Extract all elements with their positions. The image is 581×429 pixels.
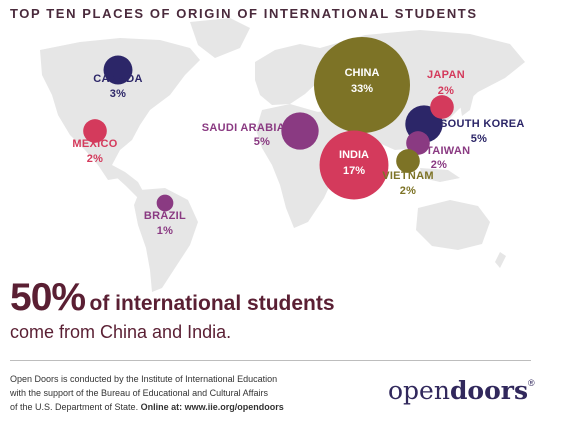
logo-registered-mark: ® — [528, 378, 535, 388]
label-value-mexico: 2% — [87, 153, 104, 165]
logo-doors: doors — [449, 376, 529, 405]
bubble-layer — [83, 37, 454, 212]
label-value-vietnam: 2% — [400, 185, 417, 197]
label-value-japan: 2% — [438, 85, 455, 97]
label-name-japan: JAPAN — [427, 69, 465, 81]
world-bubble-map: CHINA 33% INDIA 17% SOUTH KOREA 5% SAUDI ARABI… — [40, 18, 525, 292]
bubble-china — [314, 37, 410, 133]
label-name-taiwan: TAIWAN — [426, 145, 470, 157]
bubble-saudi-arabia — [281, 112, 319, 150]
label-value-saudi-arabia: 5% — [254, 136, 271, 148]
bubble-taiwan — [406, 131, 430, 155]
credit-line-3: of the U.S. Department of State. — [10, 402, 139, 412]
subline: come from China and India. — [10, 322, 232, 342]
headline: 50% of international students — [10, 276, 335, 320]
headline-text: of international students — [89, 292, 335, 315]
label-name-india: INDIA — [339, 149, 369, 161]
credit-line-2: with the support of the Bureau of Educat… — [10, 388, 268, 398]
credit-text: Open Doors is conducted by the Institute… — [10, 372, 340, 414]
label-name-saudi-arabia: SAUDI ARABIA — [202, 122, 285, 134]
logo-open: open — [388, 376, 450, 405]
label-value-brazil: 1% — [157, 225, 174, 237]
bubble-brazil — [156, 194, 174, 212]
label-value-canada: 3% — [110, 88, 127, 100]
credit-line-1: Open Doors is conducted by the Institute… — [10, 374, 278, 384]
label-value-china: 33% — [351, 83, 373, 95]
label-value-india: 17% — [343, 165, 365, 177]
bubble-japan — [430, 95, 454, 119]
opendoors-logo: opendoors® — [388, 376, 535, 405]
label-value-south-korea: 5% — [471, 133, 488, 145]
bubble-vietnam — [396, 149, 420, 173]
label-name-canada: CANADA — [93, 73, 142, 85]
label-name-vietnam: VIETNAM — [382, 170, 434, 182]
chart-title: TOP TEN PLACES OF ORIGIN OF INTERNATIONA… — [10, 6, 478, 21]
label-name-china: CHINA — [345, 67, 380, 79]
divider — [10, 360, 531, 361]
label-layer: CHINA 33% INDIA 17% SOUTH KOREA 5% SAUDI ARABI… — [72, 67, 524, 237]
bubble-canada — [103, 55, 133, 85]
bubble-india — [319, 130, 389, 200]
label-name-mexico: MEXICO — [72, 138, 117, 150]
bubble-mexico — [83, 119, 107, 143]
label-value-taiwan: 2% — [431, 159, 448, 171]
headline-percent: 50% — [10, 276, 86, 319]
label-name-brazil: BRAZIL — [144, 210, 186, 222]
credit-link[interactable]: Online at: www.iie.org/opendoors — [140, 402, 284, 412]
label-name-south-korea: SOUTH KOREA — [440, 118, 525, 130]
